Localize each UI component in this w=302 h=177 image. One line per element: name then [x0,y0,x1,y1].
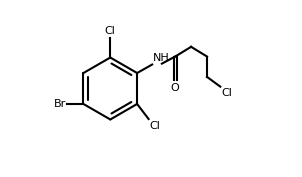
Text: Cl: Cl [105,26,116,36]
Text: Br: Br [53,99,66,109]
Text: Cl: Cl [149,121,160,131]
Text: NH: NH [153,53,169,63]
Text: Cl: Cl [221,88,232,98]
Text: O: O [171,83,180,93]
